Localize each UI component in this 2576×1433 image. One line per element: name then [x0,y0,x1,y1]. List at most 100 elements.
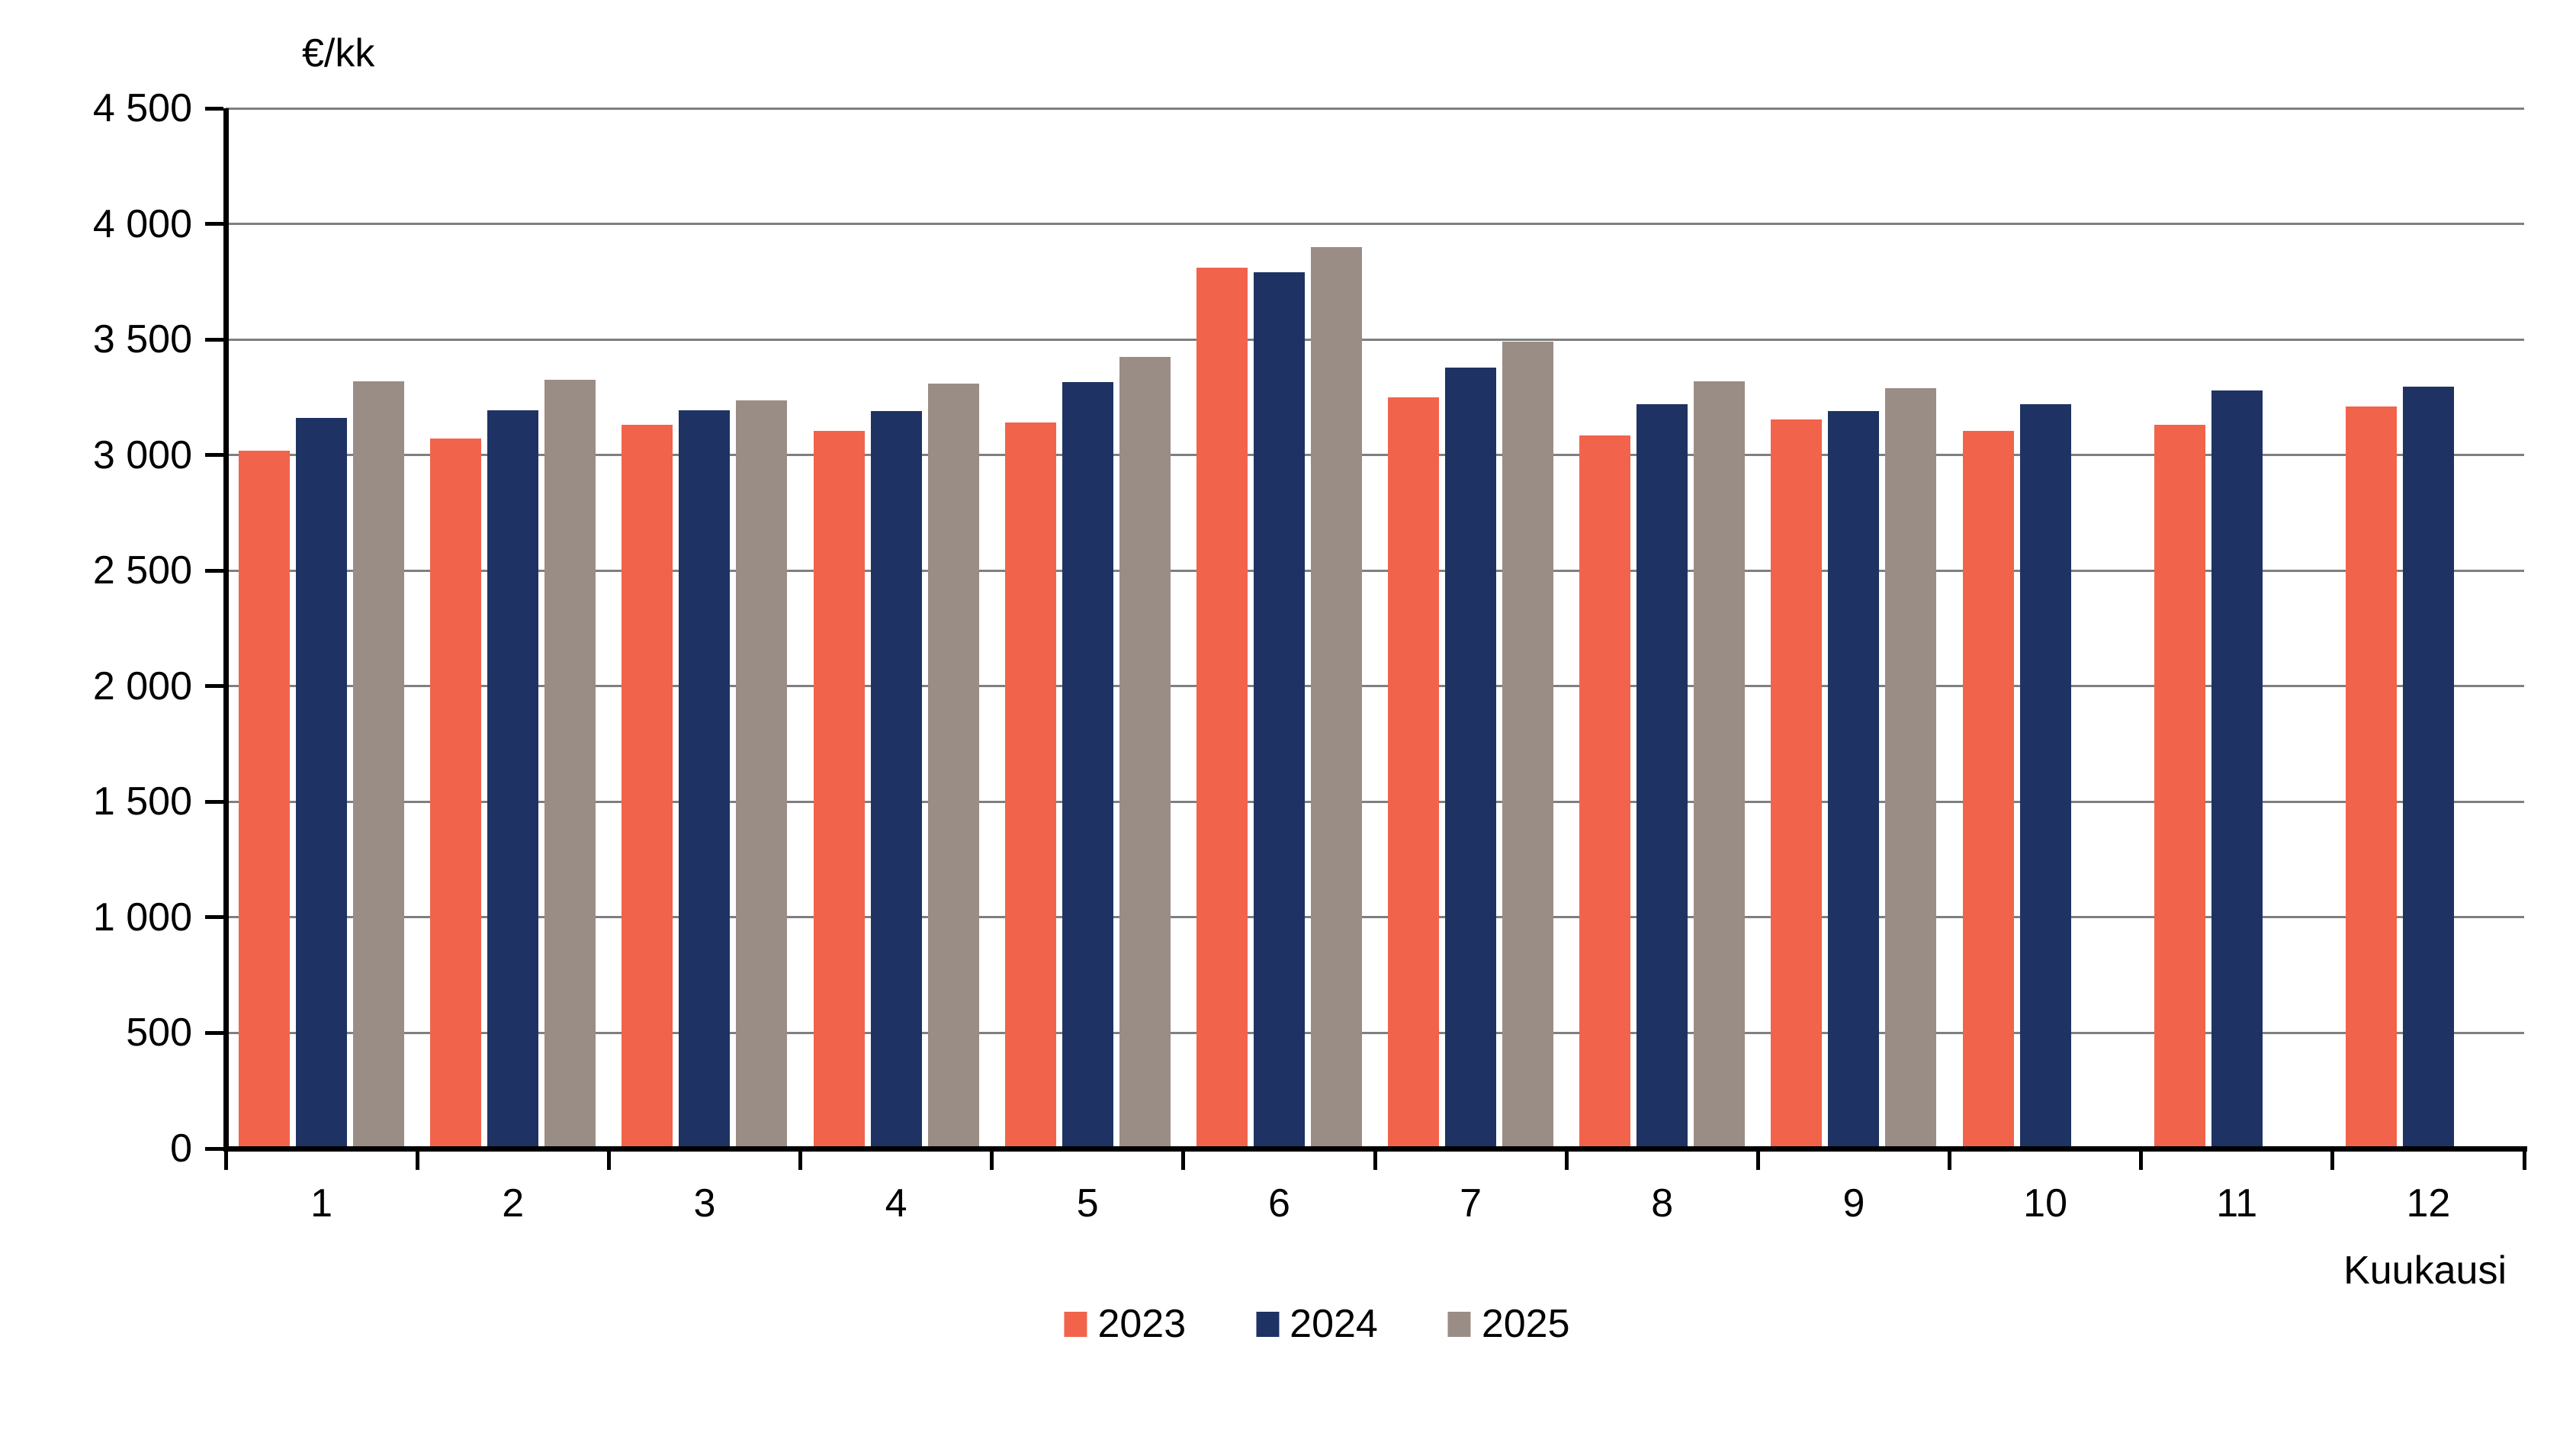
gridline-500 [226,1031,2524,1034]
bar-2025-month-2 [544,380,596,1149]
x-category-label-5: 5 [1076,1181,1099,1226]
x-category-label-6: 6 [1267,1181,1290,1226]
bar-2024-month-3 [679,410,731,1149]
legend-item-2023: 2023 [1064,1301,1186,1347]
plot-area [226,107,2524,1149]
legend-swatch-2024 [1256,1311,1280,1337]
bar-2024-month-9 [1828,411,1880,1149]
bar-2023-month-4 [813,430,865,1149]
y-tick-label-3000: 3 000 [92,432,192,477]
x-category-label-1: 1 [310,1181,333,1226]
y-tick-1000 [205,915,223,920]
bar-2023-month-1 [239,450,291,1149]
x-category-label-8: 8 [1651,1181,1674,1226]
y-tick-label-500: 500 [126,1010,192,1055]
gridline-2500 [226,569,2524,572]
y-tick-label-0: 0 [170,1126,192,1171]
y-tick-3000 [205,453,223,458]
bar-2023-month-7 [1388,397,1440,1149]
bar-2025-month-6 [1310,246,1362,1149]
x-tick-6 [1373,1152,1377,1170]
bar-2023-month-11 [2154,425,2205,1149]
bar-2023-month-8 [1579,435,1631,1149]
gridline-1000 [226,916,2524,919]
x-axis-line [223,1146,2527,1152]
y-tick-500 [205,1030,223,1035]
x-category-label-11: 11 [2216,1181,2258,1226]
x-tick-11 [2330,1152,2335,1170]
x-category-label-2: 2 [502,1181,525,1226]
bar-2023-month-3 [622,425,673,1149]
gridline-1500 [226,800,2524,803]
legend-item-2025: 2025 [1447,1301,1570,1347]
y-tick-2000 [205,684,223,689]
gridline-4000 [226,223,2524,226]
bar-2024-month-2 [487,410,539,1149]
x-category-label-9: 9 [1842,1181,1865,1226]
bar-2023-month-6 [1196,268,1248,1149]
bar-2024-month-11 [2211,390,2263,1149]
y-tick-label-2500: 2 500 [92,548,192,593]
bar-2025-month-4 [927,383,979,1149]
bar-2023-month-2 [430,439,482,1149]
bar-2024-month-1 [296,418,348,1149]
x-tick-8 [1755,1152,1760,1170]
legend-label-2024: 2024 [1290,1302,1378,1346]
gridline-3500 [226,338,2524,341]
x-axis-title: Kuukausi [2343,1248,2507,1293]
x-category-label-10: 10 [2023,1181,2067,1226]
gridline-4500 [226,107,2524,110]
x-tick-1 [415,1152,419,1170]
bar-2024-month-4 [870,411,922,1149]
x-category-label-7: 7 [1460,1181,1482,1226]
x-tick-3 [798,1152,802,1170]
y-tick-4000 [205,222,223,227]
bar-2023-month-12 [2345,406,2397,1149]
bar-2025-month-5 [1119,356,1171,1149]
bar-2023-month-5 [1004,423,1056,1149]
y-axis-unit-label: €/kk [302,31,375,76]
legend-item-2024: 2024 [1256,1301,1378,1347]
bar-2024-month-12 [2402,387,2454,1149]
y-axis-line [223,108,229,1152]
y-tick-2500 [205,568,223,573]
y-tick-label-4000: 4 000 [92,201,192,246]
y-tick-0 [205,1146,223,1151]
x-tick-4 [990,1152,994,1170]
bar-2023-month-10 [1962,430,2014,1149]
legend-swatch-2025 [1447,1311,1471,1337]
bar-2025-month-3 [736,400,788,1149]
bar-2024-month-7 [1445,367,1497,1149]
bar-2024-month-6 [1253,272,1305,1149]
x-tick-10 [2139,1152,2144,1170]
y-tick-label-1000: 1 000 [92,895,192,940]
x-tick-5 [1181,1152,1186,1170]
bar-2024-month-10 [2019,403,2071,1149]
bar-2023-month-9 [1771,419,1823,1149]
x-category-label-4: 4 [885,1181,907,1226]
bar-2025-month-1 [353,381,405,1149]
y-tick-label-4500: 4 500 [92,86,192,130]
x-tick-0 [223,1152,228,1170]
y-tick-3500 [205,337,223,342]
gridline-3000 [226,454,2524,457]
x-tick-12 [2522,1152,2526,1170]
bar-2025-month-8 [1694,381,1746,1149]
bar-2024-month-8 [1636,403,1688,1149]
x-category-label-12: 12 [2406,1181,2451,1226]
y-tick-label-2000: 2 000 [92,663,192,708]
legend-swatch-2023 [1064,1311,1087,1337]
legend-label-2023: 2023 [1097,1302,1187,1346]
y-tick-4500 [205,106,223,111]
bar-2024-month-5 [1062,382,1113,1149]
y-tick-1500 [205,799,223,804]
legend-label-2025: 2025 [1481,1302,1570,1346]
legend: 2023 2024 2025 [1064,1301,1570,1347]
gridline-2000 [226,685,2524,688]
y-tick-label-3500: 3 500 [92,317,192,362]
y-tick-label-1500: 1 500 [92,779,192,824]
x-tick-2 [606,1152,611,1170]
bar-2025-month-7 [1502,342,1554,1149]
x-tick-9 [1948,1152,1951,1170]
